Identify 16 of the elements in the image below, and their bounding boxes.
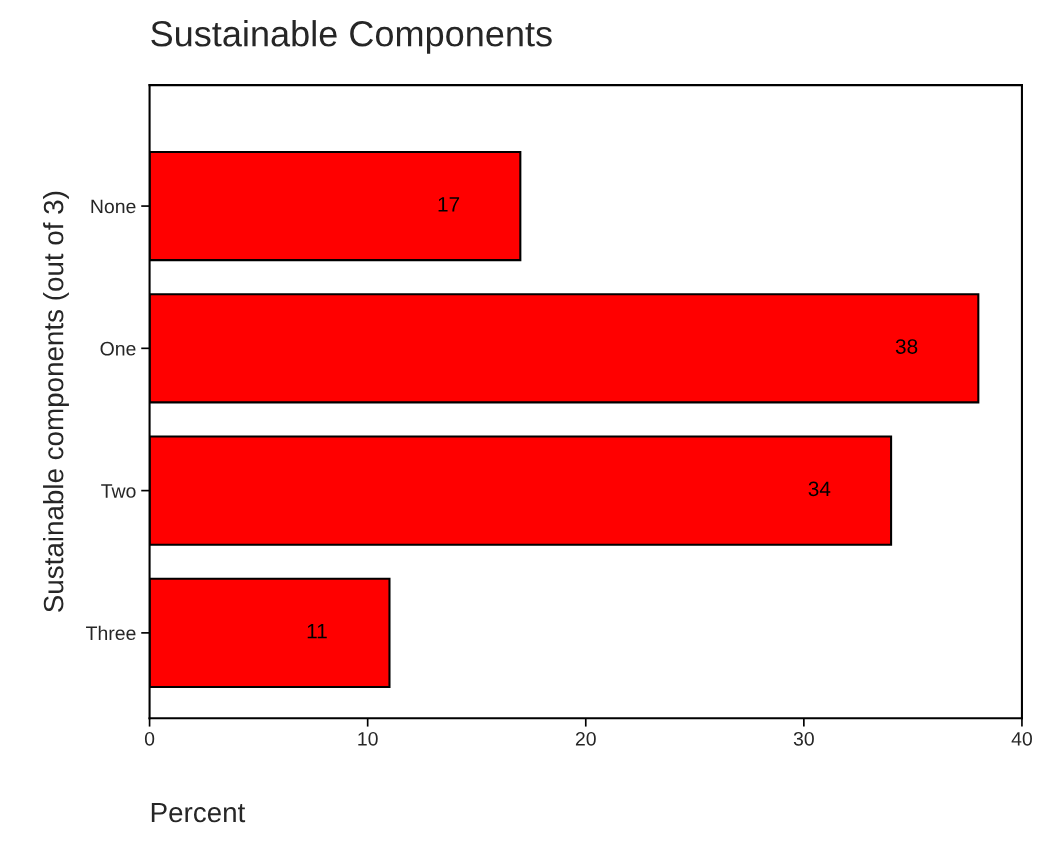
data-label: 11 [307, 623, 327, 639]
y-tick-label: Three [86, 625, 136, 641]
y-tick-label: None [91, 199, 136, 214]
chart-title: Sustainable Components [151, 20, 552, 54]
x-tick-label: 10 [358, 731, 378, 746]
data-label: 17 [438, 197, 460, 212]
y-tick-label: Two [101, 484, 136, 498]
x-tick-label: 40 [1011, 731, 1032, 746]
y-tick-label: One [100, 341, 136, 356]
x-axis-title: Percent [151, 802, 246, 823]
y-axis-title: Sustainable components (out of 3) [43, 191, 69, 612]
x-tick-label: 20 [575, 731, 596, 746]
data-label: 34 [808, 481, 831, 497]
x-tick-label: 30 [793, 731, 814, 746]
data-label: 38 [895, 339, 918, 354]
x-tick-label: 0 [144, 731, 155, 746]
